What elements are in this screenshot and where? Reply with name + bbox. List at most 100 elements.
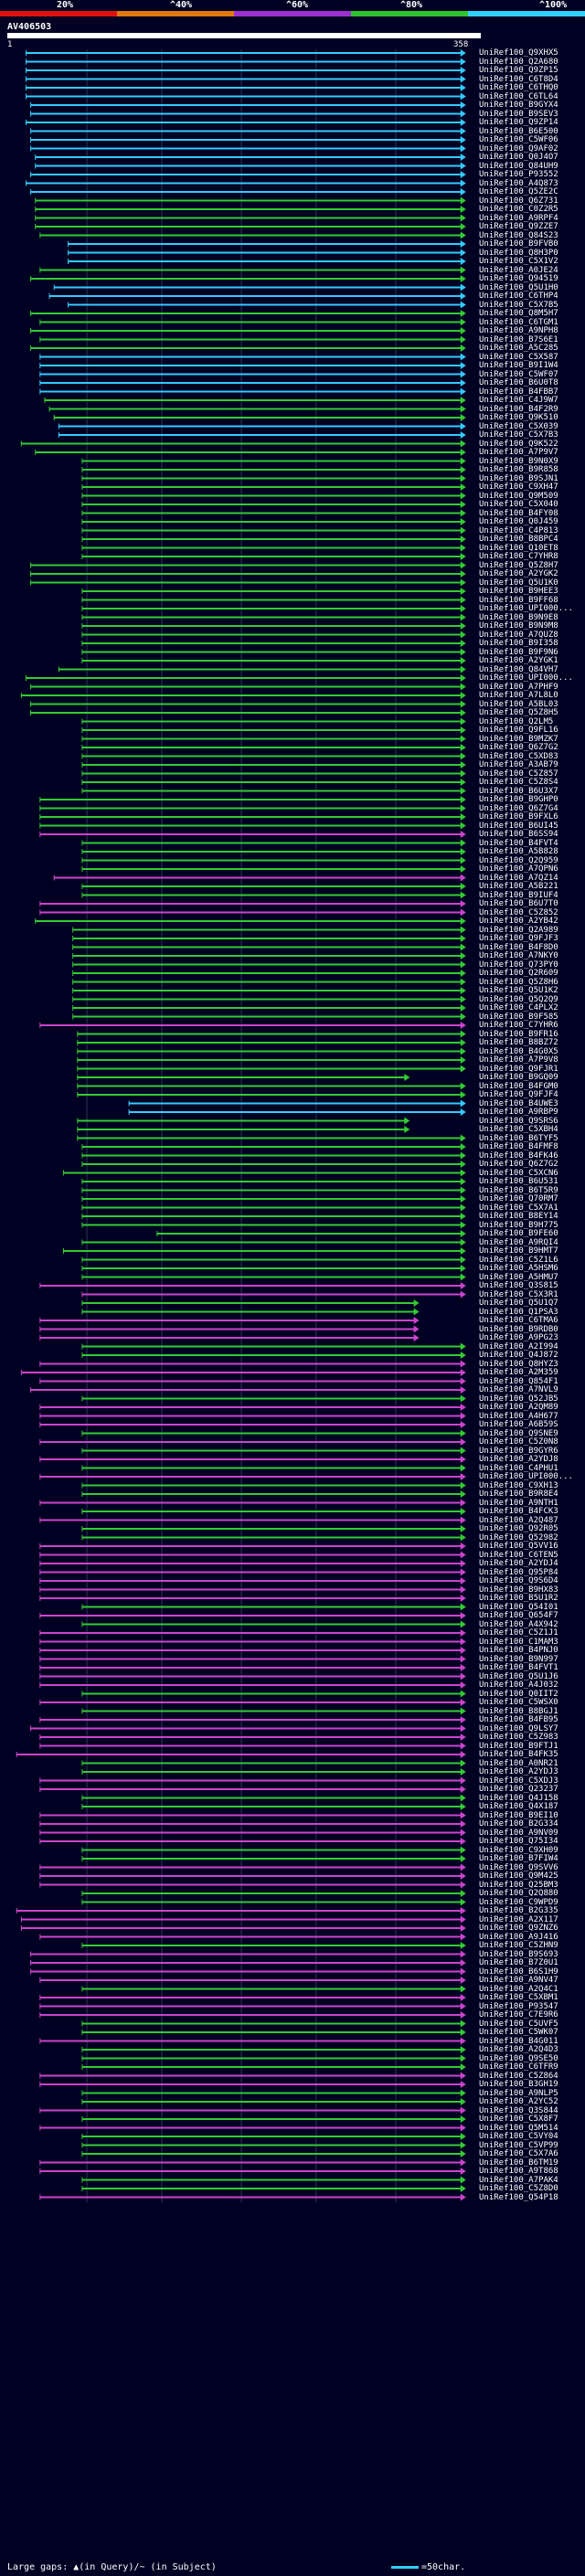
- hit-label[interactable]: UniRef100_C6TMA6: [479, 1316, 558, 1325]
- hit-label[interactable]: UniRef100_B9N997: [479, 1654, 558, 1664]
- hit-label[interactable]: UniRef100_B4FGM0: [479, 1081, 558, 1091]
- hit-label[interactable]: UniRef100_A6B59S: [479, 1420, 558, 1429]
- hit-label[interactable]: UniRef100_Q2Q959: [479, 855, 558, 865]
- hit-label[interactable]: UniRef100_Q6Z7G2: [479, 1160, 558, 1169]
- hit-label[interactable]: UniRef100_C5UVF5: [479, 2019, 558, 2029]
- hit-label[interactable]: UniRef100_Q54P18: [479, 2192, 558, 2202]
- hit-label[interactable]: UniRef100_Q75I34: [479, 1837, 558, 1846]
- hit-label[interactable]: UniRef100_C5Z852: [479, 907, 558, 917]
- hit-label[interactable]: UniRef100_A7P9V7: [479, 448, 558, 457]
- hit-label[interactable]: UniRef100_B7FIW4: [479, 1854, 558, 1863]
- hit-label[interactable]: UniRef100_A9T868: [479, 2167, 558, 2176]
- hit-label[interactable]: UniRef100_A7PHF9: [479, 682, 558, 692]
- hit-label[interactable]: UniRef100_A5HMU7: [479, 1272, 558, 1282]
- hit-label[interactable]: UniRef100_Q95P84: [479, 1567, 558, 1577]
- hit-label[interactable]: UniRef100_C4PLX2: [479, 1003, 558, 1012]
- hit-label[interactable]: UniRef100_Q9K522: [479, 439, 558, 449]
- hit-label[interactable]: UniRef100_Q2LM5: [479, 716, 554, 726]
- hit-label[interactable]: UniRef100_B9GHP0: [479, 795, 558, 804]
- hit-label[interactable]: UniRef100_P93552: [479, 170, 558, 179]
- hit-label[interactable]: UniRef100_Q5U1J6: [479, 1671, 558, 1681]
- hit-label[interactable]: UniRef100_A7NKY0: [479, 951, 558, 960]
- hit-label[interactable]: UniRef100_Q84VH7: [479, 664, 558, 674]
- hit-label[interactable]: UniRef100_Q3S815: [479, 1281, 558, 1290]
- hit-label[interactable]: UniRef100_B4F2R9: [479, 404, 558, 414]
- hit-label[interactable]: UniRef100_Q0J4O7: [479, 153, 558, 162]
- hit-label[interactable]: UniRef100_C5X7A1: [479, 1203, 558, 1213]
- hit-label[interactable]: UniRef100_Q0J459: [479, 517, 558, 526]
- hit-label[interactable]: UniRef100_B9F9N6: [479, 647, 558, 657]
- hit-label[interactable]: UniRef100_B6SS94: [479, 830, 558, 839]
- hit-label[interactable]: UniRef100_A9PG23: [479, 1333, 558, 1342]
- hit-label[interactable]: UniRef100_A2YDJ3: [479, 1767, 558, 1776]
- hit-label[interactable]: UniRef100_B6U3X7: [479, 786, 558, 796]
- hit-label[interactable]: UniRef100_Q9FJR1: [479, 1064, 558, 1074]
- hit-label[interactable]: UniRef100_A9J416: [479, 1932, 558, 1942]
- hit-label[interactable]: UniRef100_B9N9E8: [479, 612, 558, 622]
- hit-label[interactable]: UniRef100_B9GYX4: [479, 101, 558, 110]
- hit-label[interactable]: UniRef100_Q9ZP14: [479, 118, 558, 127]
- hit-label[interactable]: UniRef100_Q5U1K0: [479, 578, 558, 588]
- hit-label[interactable]: UniRef100_Q9ZNZ6: [479, 1924, 558, 1933]
- hit-label[interactable]: UniRef100_B9FTJ1: [479, 1741, 558, 1751]
- hit-label[interactable]: UniRef100_Q94519: [479, 274, 558, 283]
- hit-label[interactable]: UniRef100_C5Z983: [479, 1733, 558, 1742]
- hit-label[interactable]: UniRef100_Q10ET8: [479, 543, 558, 553]
- hit-label[interactable]: UniRef100_Q9SVV6: [479, 1862, 558, 1872]
- hit-label[interactable]: UniRef100_B6T5R9: [479, 1185, 558, 1195]
- hit-label[interactable]: UniRef100_A5C285: [479, 344, 558, 353]
- hit-label[interactable]: UniRef100_C5WF06: [479, 135, 558, 144]
- hit-label[interactable]: UniRef100_A5B221: [479, 882, 558, 891]
- hit-label[interactable]: UniRef100_B9HEE3: [479, 587, 558, 596]
- hit-label[interactable]: UniRef100_C6THP4: [479, 292, 558, 301]
- hit-label[interactable]: UniRef100_Q2A680: [479, 57, 558, 67]
- hit-label[interactable]: UniRef100_B9R858: [479, 465, 558, 474]
- hit-label[interactable]: UniRef100_Q70RM7: [479, 1194, 558, 1203]
- hit-label[interactable]: UniRef100_A3AB79: [479, 760, 558, 769]
- hit-label[interactable]: UniRef100_B6TYF5: [479, 1133, 558, 1143]
- hit-label[interactable]: UniRef100_A2Q4C1: [479, 1984, 558, 1994]
- hit-label[interactable]: UniRef100_B9I358: [479, 639, 558, 648]
- hit-label[interactable]: UniRef100_Q9FJF3: [479, 934, 558, 943]
- hit-label[interactable]: UniRef100_Q54I01: [479, 1602, 558, 1612]
- hit-label[interactable]: UniRef100_B9GYR6: [479, 1446, 558, 1456]
- hit-label[interactable]: UniRef100_C5X3R1: [479, 1289, 558, 1299]
- hit-label[interactable]: UniRef100_B4G011: [479, 2036, 558, 2046]
- hit-label[interactable]: UniRef100_C5X039: [479, 421, 558, 431]
- hit-label[interactable]: UniRef100_Q8H3P0: [479, 248, 558, 258]
- hit-label[interactable]: UniRef100_A2YC52: [479, 2097, 558, 2106]
- hit-label[interactable]: UniRef100_B4FVT4: [479, 838, 558, 848]
- hit-label[interactable]: UniRef100_C5X1V2: [479, 257, 558, 266]
- hit-label[interactable]: UniRef100_B9HX83: [479, 1585, 558, 1595]
- hit-label[interactable]: UniRef100_B9N0X9: [479, 456, 558, 466]
- hit-label[interactable]: UniRef100_C5X8F7: [479, 2115, 558, 2124]
- hit-label[interactable]: UniRef100_B6UI45: [479, 821, 558, 831]
- hit-label[interactable]: UniRef100_C5Z857: [479, 769, 558, 779]
- hit-label[interactable]: UniRef100_Q25BM3: [479, 1880, 558, 1890]
- hit-label[interactable]: UniRef100_B9MZK7: [479, 734, 558, 744]
- hit-label[interactable]: UniRef100_Q84UH9: [479, 161, 558, 171]
- hit-label[interactable]: UniRef100_Q9ZP15: [479, 66, 558, 75]
- hit-label[interactable]: UniRef100_B4FVT1: [479, 1663, 558, 1672]
- hit-label[interactable]: UniRef100_B9F585: [479, 1012, 558, 1022]
- hit-label[interactable]: UniRef100_C5ZHN9: [479, 1941, 558, 1950]
- hit-label[interactable]: UniRef100_Q92R05: [479, 1524, 558, 1533]
- hit-label[interactable]: UniRef100_B7Z0U1: [479, 1958, 558, 1967]
- hit-label[interactable]: UniRef100_Q52982: [479, 1532, 558, 1542]
- hit-label[interactable]: UniRef100_Q9K510: [479, 413, 558, 422]
- hit-label[interactable]: UniRef100_C5X7B5: [479, 300, 558, 310]
- hit-label[interactable]: UniRef100_B9IUF4: [479, 890, 558, 900]
- hit-label[interactable]: UniRef100_B9FF68: [479, 595, 558, 605]
- hit-label[interactable]: UniRef100_B4FCK3: [479, 1507, 558, 1516]
- hit-label[interactable]: UniRef100_B9SEV3: [479, 109, 558, 119]
- hit-label[interactable]: UniRef100_A9NLP5: [479, 2088, 558, 2098]
- hit-label[interactable]: UniRef100_C9XH09: [479, 1845, 558, 1855]
- hit-label[interactable]: UniRef100_B6U531: [479, 1177, 558, 1186]
- hit-label[interactable]: UniRef100_B9I1W4: [479, 361, 558, 370]
- hit-label[interactable]: UniRef100_C4PHU1: [479, 1463, 558, 1473]
- hit-label[interactable]: UniRef100_B4FK46: [479, 1150, 558, 1161]
- hit-label[interactable]: UniRef100_C5VP99: [479, 2140, 558, 2150]
- hit-label[interactable]: UniRef100_Q4J158: [479, 1793, 558, 1803]
- hit-label[interactable]: UniRef100_B4FBB7: [479, 387, 558, 397]
- hit-label[interactable]: UniRef100_Q9M425: [479, 1871, 558, 1881]
